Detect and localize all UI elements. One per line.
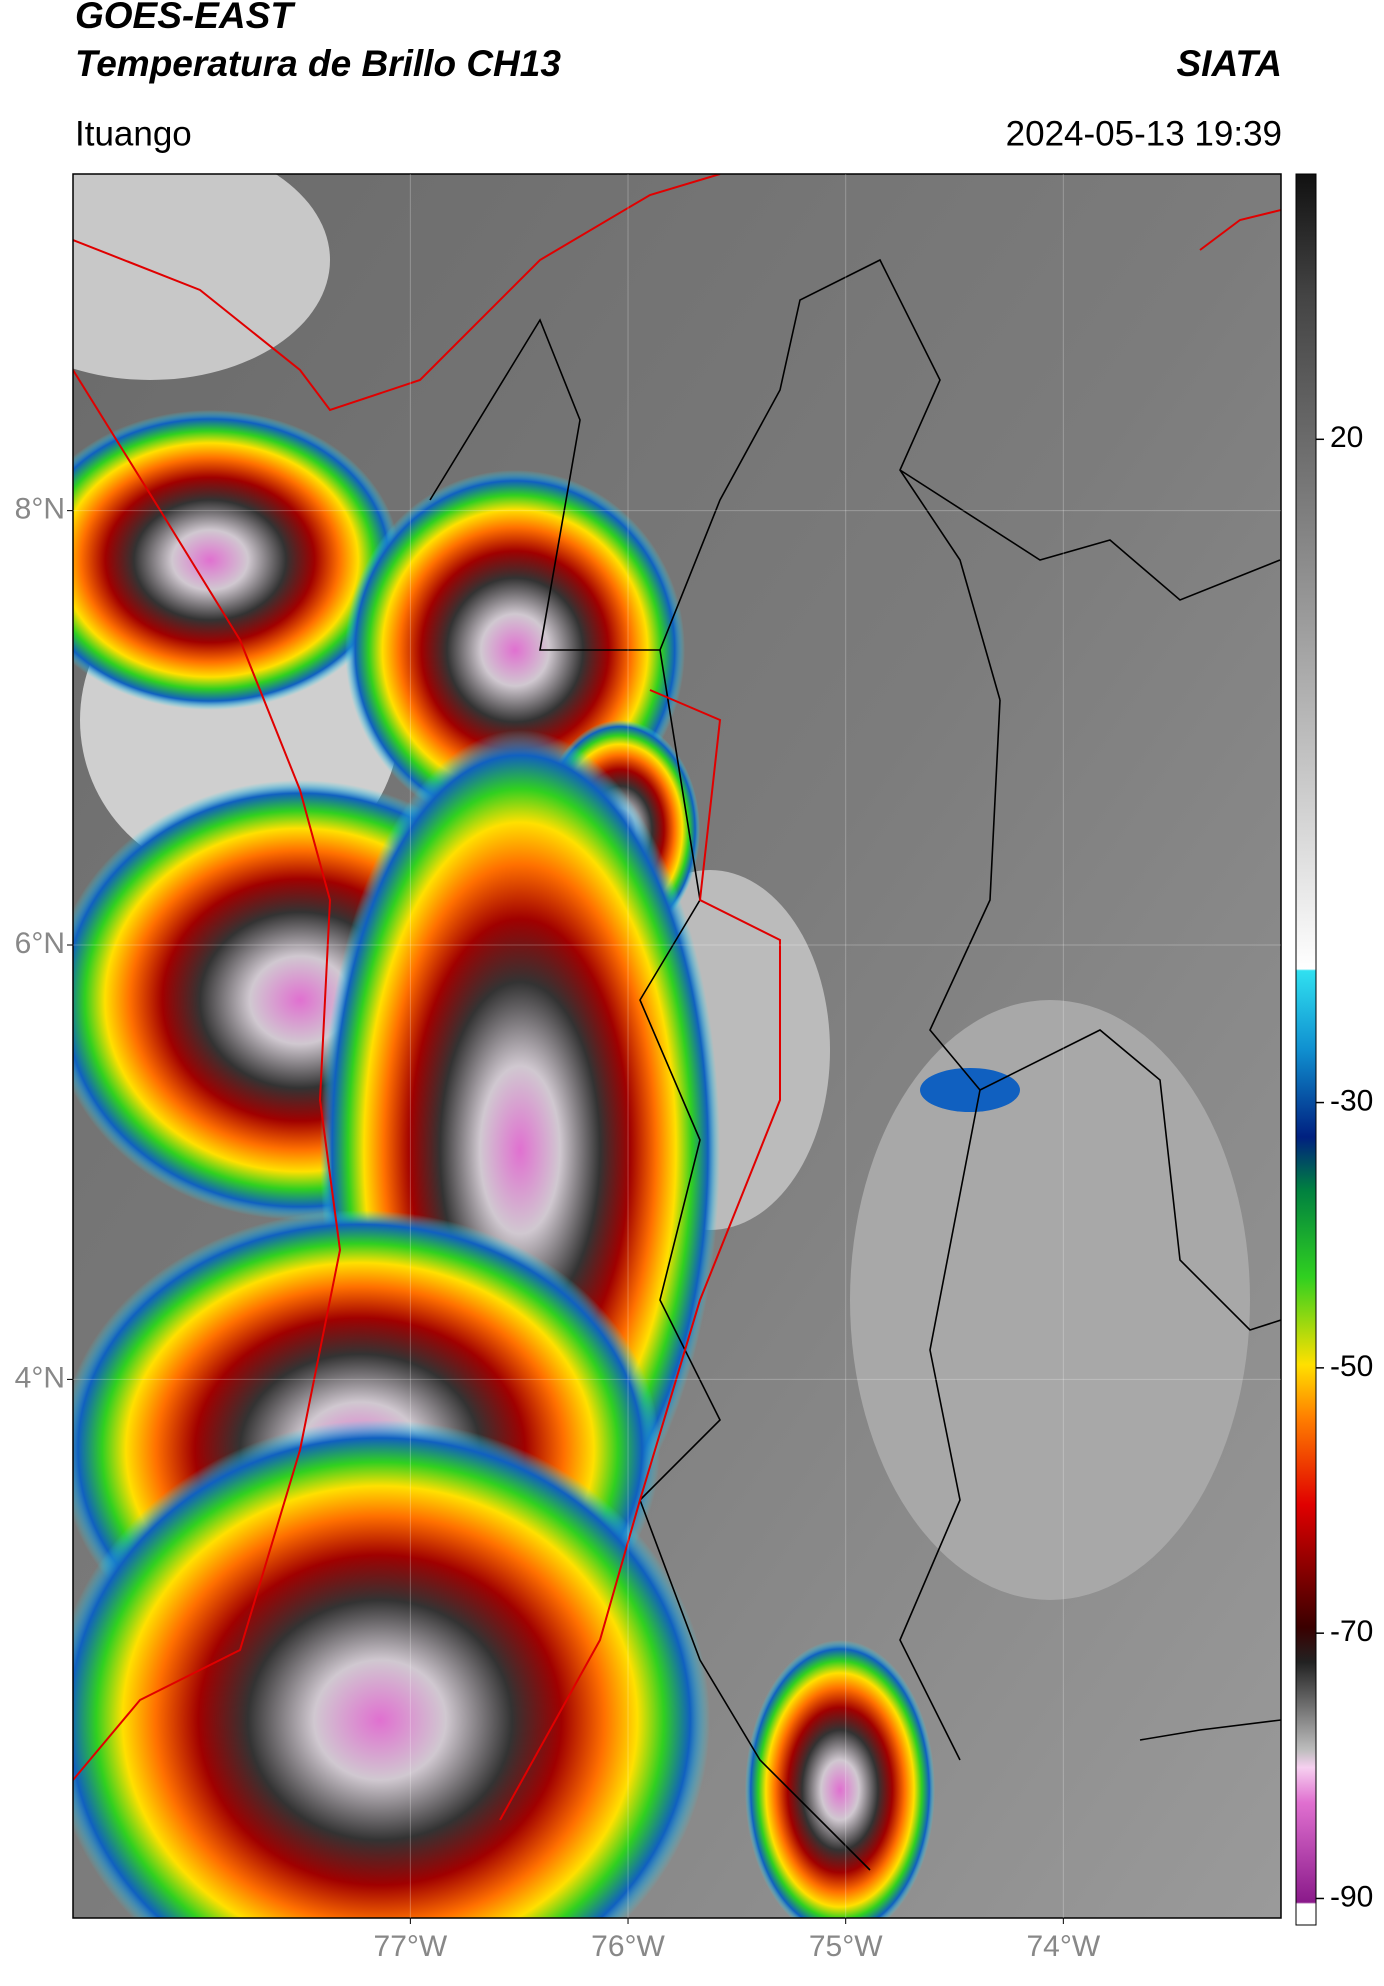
x-tick-label: 77°W: [374, 1930, 448, 1963]
source: SIATA: [1176, 43, 1282, 84]
x-tick-label: 76°W: [591, 1930, 665, 1963]
colorbar-tick-label: 20: [1330, 421, 1363, 454]
x-tick-label: 74°W: [1026, 1930, 1100, 1963]
x-tick-label: 75°W: [809, 1930, 883, 1963]
colorbar-tick-label: -70: [1330, 1615, 1373, 1648]
datetime: 2024-05-13 19:39: [1006, 114, 1282, 153]
title: GOES-EAST: [75, 0, 296, 36]
map-frame: [72, 173, 1282, 1919]
y-tick-label: 8°N: [15, 493, 65, 526]
location: Ituango: [75, 114, 192, 153]
subtitle: Temperatura de Brillo CH13: [75, 43, 561, 84]
y-tick-label: 4°N: [15, 1361, 65, 1394]
colorbar-tick-label: -90: [1330, 1880, 1373, 1913]
map-imagery: [73, 174, 1281, 1918]
colorbar: [1295, 173, 1317, 1926]
colorbar-tick-label: -50: [1330, 1350, 1373, 1383]
y-tick-label: 6°N: [15, 927, 65, 960]
colorbar-tick-label: -30: [1330, 1084, 1373, 1117]
